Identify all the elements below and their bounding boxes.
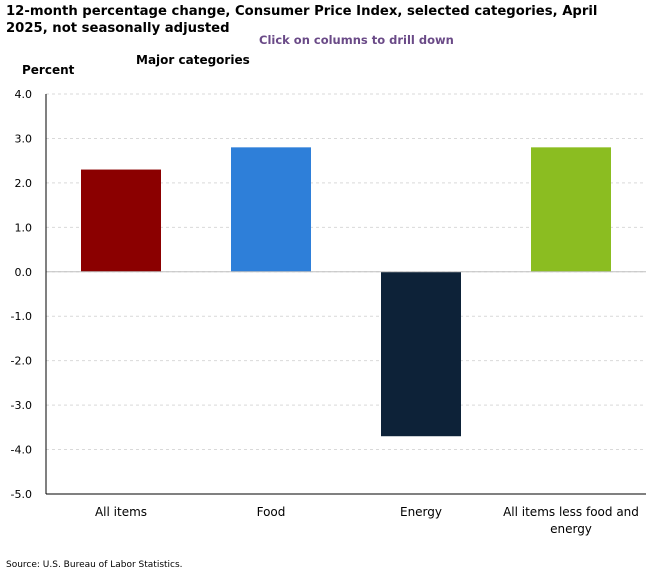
- bar: [381, 271, 461, 437]
- x-category-label: Food: [257, 505, 286, 519]
- y-tick-label: -4.0: [11, 444, 32, 457]
- bar: [81, 169, 161, 272]
- drill-down-hint[interactable]: Click on columns to drill down: [259, 33, 454, 47]
- chart-subtitle: Major categories: [136, 53, 250, 67]
- y-axis-title: Percent: [22, 63, 75, 77]
- x-category-label: All items: [95, 505, 147, 519]
- y-tick-label: -2.0: [11, 355, 32, 368]
- chart-title: 12-month percentage change, Consumer Pri…: [6, 4, 598, 36]
- y-tick-label: -1.0: [11, 310, 32, 323]
- y-tick-label: 4.0: [15, 88, 33, 101]
- y-tick-label: -3.0: [11, 399, 32, 412]
- y-tick-label: -5.0: [11, 488, 32, 501]
- y-tick-label: 2.0: [15, 177, 33, 190]
- x-category-label: energy: [550, 522, 592, 536]
- bar: [231, 147, 311, 272]
- x-category-label: Energy: [400, 505, 442, 519]
- y-tick-label: 0.0: [15, 266, 33, 279]
- x-category-label: All items less food and: [503, 505, 639, 519]
- y-tick-label: 1.0: [15, 221, 33, 234]
- source-note: Source: U.S. Bureau of Labor Statistics.: [6, 560, 183, 570]
- bar: [531, 147, 611, 272]
- y-tick-label: 3.0: [15, 132, 33, 145]
